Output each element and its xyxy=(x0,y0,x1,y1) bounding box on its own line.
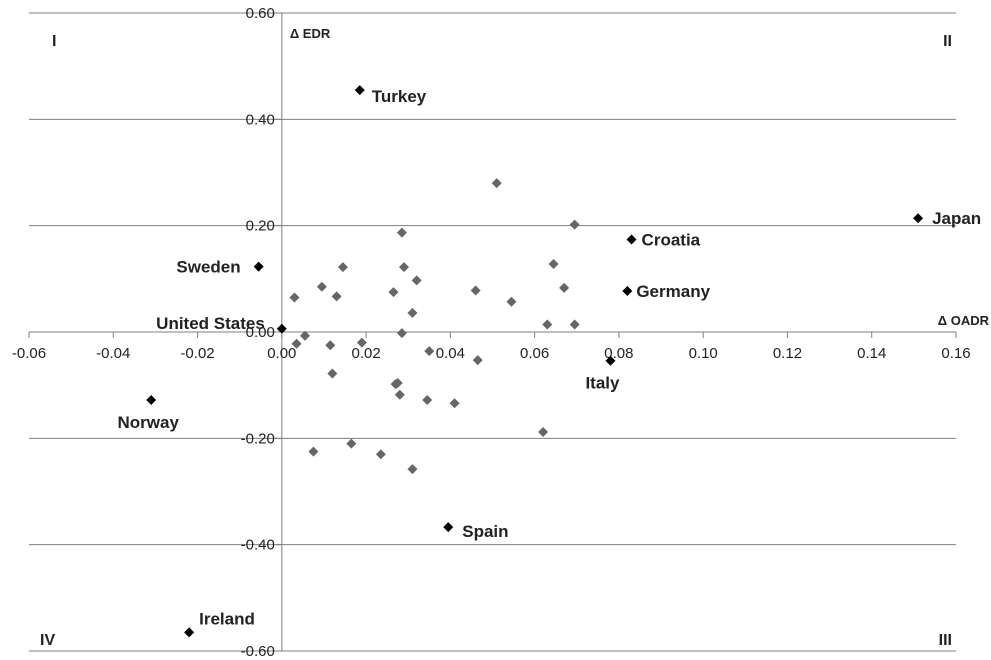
y-tick-label: 0.20 xyxy=(246,218,275,235)
data-point xyxy=(559,282,570,293)
data-point xyxy=(411,275,422,286)
data-point xyxy=(316,281,327,292)
data-point xyxy=(407,464,418,475)
point-label-croatia: Croatia xyxy=(642,230,701,249)
data-point-norway xyxy=(146,395,157,406)
data-point xyxy=(331,291,342,302)
data-point xyxy=(356,337,367,348)
data-point-united-states xyxy=(276,323,287,334)
data-point-japan xyxy=(913,213,924,224)
point-label-sweden: Sweden xyxy=(176,258,240,277)
point-label-turkey: Turkey xyxy=(372,87,427,106)
data-point-germany xyxy=(622,286,633,297)
point-label-ireland: Ireland xyxy=(199,609,255,628)
x-tick-label: 0.10 xyxy=(689,345,718,362)
data-point xyxy=(407,307,418,318)
x-tick-label: 0.04 xyxy=(436,345,465,362)
data-point xyxy=(542,319,553,330)
x-tick-label: 0.00 xyxy=(267,345,296,362)
point-label-spain: Spain xyxy=(462,522,508,541)
y-tick-label: 0.60 xyxy=(246,5,275,22)
data-point-ireland xyxy=(184,627,195,638)
quadrant-label-i: I xyxy=(52,33,56,50)
data-point xyxy=(308,446,319,457)
tick-labels: -0.06 -0.04 -0.02 0.00 0.02 0.04 0.06 0.08 0.10 0… xyxy=(12,5,971,660)
data-point xyxy=(388,287,399,298)
x-tick-label: -0.02 xyxy=(180,345,214,362)
data-point xyxy=(390,379,401,390)
data-point xyxy=(424,346,435,357)
data-point xyxy=(299,330,310,341)
y-axis-label: Δ EDR xyxy=(290,26,331,41)
data-point-sweden xyxy=(253,261,264,272)
point-label-united-states: United States xyxy=(156,314,265,333)
data-point xyxy=(289,292,300,303)
quadrant-label-iv: IV xyxy=(40,632,55,649)
data-point xyxy=(548,258,559,269)
y-tick-label: 0.00 xyxy=(246,324,275,341)
point-labels: Turkey Japan Croatia Sweden Germany United St… xyxy=(117,87,981,628)
y-tick-label: -0.20 xyxy=(241,430,275,447)
y-tick-label: -0.40 xyxy=(241,537,275,554)
data-point xyxy=(375,449,386,460)
data-point xyxy=(569,319,580,330)
data-point xyxy=(346,438,357,449)
data-point xyxy=(491,178,502,189)
data-point xyxy=(396,328,407,339)
x-tick-label: -0.06 xyxy=(12,345,46,362)
point-label-germany: Germany xyxy=(636,282,710,301)
data-point xyxy=(422,395,433,406)
point-label-japan: Japan xyxy=(932,209,981,228)
point-label-italy: Italy xyxy=(585,374,620,393)
data-point-turkey xyxy=(354,85,365,96)
point-label-norway: Norway xyxy=(117,413,179,432)
data-point xyxy=(325,340,336,351)
x-axis-label: Δ OADR xyxy=(938,313,990,328)
quadrant-label-iii: III xyxy=(939,632,952,649)
data-point xyxy=(569,219,580,230)
data-point xyxy=(291,338,302,349)
axis-labels: Δ EDR Δ OADR xyxy=(290,26,990,328)
x-tick-label: 0.06 xyxy=(520,345,549,362)
x-tick-label: 0.02 xyxy=(351,345,380,362)
data-points xyxy=(146,85,924,638)
data-point xyxy=(394,389,405,400)
data-point xyxy=(472,355,483,366)
data-point xyxy=(449,398,460,409)
x-tick-label: -0.04 xyxy=(96,345,130,362)
data-point-italy xyxy=(605,355,616,366)
y-tick-label: -0.60 xyxy=(241,643,275,660)
gridlines xyxy=(29,12,956,652)
quadrant-label-ii: II xyxy=(943,33,952,50)
y-tick-label: 0.40 xyxy=(246,111,275,128)
data-point-spain xyxy=(443,522,454,533)
data-point xyxy=(396,227,407,238)
x-tick-label: 0.12 xyxy=(773,345,802,362)
data-point-croatia xyxy=(626,234,637,245)
data-point xyxy=(506,296,517,307)
data-point xyxy=(327,368,338,379)
data-point xyxy=(538,426,549,437)
x-tick-label: 0.16 xyxy=(941,345,970,362)
data-point xyxy=(337,262,348,273)
data-point xyxy=(470,285,481,296)
data-point xyxy=(399,262,410,273)
x-tick-label: 0.14 xyxy=(857,345,886,362)
